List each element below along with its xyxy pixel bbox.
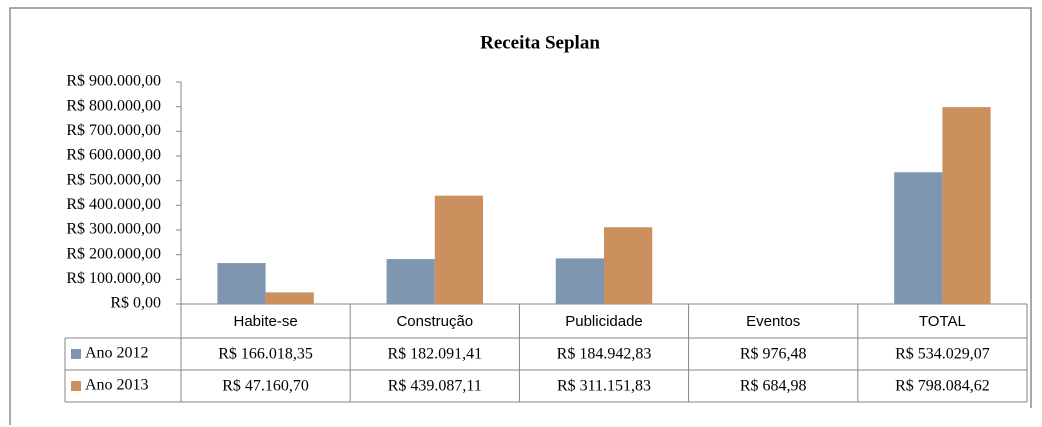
chart-frame <box>9 7 1032 425</box>
y-tick-label: R$ 700.000,00 <box>66 122 161 139</box>
table-value: R$ 184.942,83 <box>557 346 652 363</box>
table-value: R$ 311.151,83 <box>557 378 651 395</box>
table-value: R$ 798.084,62 <box>895 378 990 395</box>
bar <box>894 172 943 304</box>
y-tick-label: R$ 100.000,00 <box>66 270 161 287</box>
y-tick-label: R$ 800.000,00 <box>66 97 161 114</box>
y-tick-label: R$ 200.000,00 <box>66 245 161 262</box>
y-tick-label: R$ 400.000,00 <box>66 196 161 213</box>
legend-swatch <box>71 381 81 391</box>
chart-title: Receita Seplan <box>480 32 600 53</box>
bar <box>386 259 435 304</box>
y-tick-label: R$ 0,00 <box>110 295 161 312</box>
table-value: R$ 439.087,11 <box>388 378 482 395</box>
table-value: R$ 684,98 <box>740 378 807 395</box>
table-value: R$ 182.091,41 <box>387 346 482 363</box>
table-value: R$ 976,48 <box>740 346 807 363</box>
x-tick-label: Habite-se <box>233 313 297 330</box>
table-value: R$ 47.160,70 <box>222 378 309 395</box>
legend-swatch <box>71 349 81 359</box>
y-tick-label: R$ 900.000,00 <box>66 73 161 90</box>
legend-label: Ano 2012 <box>85 345 149 362</box>
bar <box>217 263 266 304</box>
bar <box>265 292 314 304</box>
x-tick-label: TOTAL <box>919 313 966 330</box>
table-value: R$ 534.029,07 <box>895 346 990 363</box>
y-tick-label: R$ 600.000,00 <box>66 147 161 164</box>
table-value: R$ 166.018,35 <box>218 346 313 363</box>
y-tick-label: R$ 300.000,00 <box>66 221 161 238</box>
x-tick-label: Publicidade <box>565 313 643 330</box>
bar <box>942 107 991 304</box>
legend-label: Ano 2013 <box>85 377 149 394</box>
bar <box>434 195 484 304</box>
bar <box>604 227 653 304</box>
x-tick-label: Construção <box>396 313 473 330</box>
y-tick-label: R$ 500.000,00 <box>66 171 161 188</box>
bar <box>555 258 604 304</box>
x-tick-label: Eventos <box>746 313 800 330</box>
